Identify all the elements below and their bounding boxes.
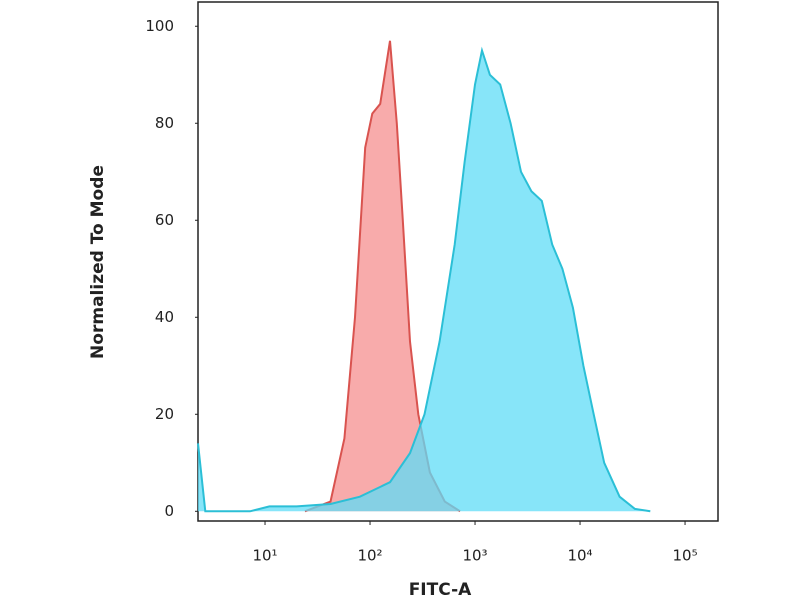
x-tick-label: 10⁵ xyxy=(672,547,697,565)
y-tick-label: 60 xyxy=(155,211,174,229)
y-tick-label: 80 xyxy=(155,114,174,132)
y-tick-label: 0 xyxy=(164,502,174,520)
area-fill xyxy=(198,50,651,512)
area-outline xyxy=(197,46,651,513)
x-axis-title: FITC-A xyxy=(409,580,472,600)
plot-frame xyxy=(197,1,719,522)
y-axis-title: Normalized To Mode xyxy=(88,165,108,359)
area-fill xyxy=(304,40,461,512)
y-tick-label: 100 xyxy=(145,17,174,35)
x-tick-label: 10¹ xyxy=(252,547,277,565)
x-tick-label: 10³ xyxy=(462,547,487,565)
y-tick-label: 20 xyxy=(155,405,174,423)
x-tick-label: 10² xyxy=(357,547,382,565)
x-tick-label: 10⁴ xyxy=(567,547,592,565)
y-tick-label: 40 xyxy=(155,308,174,326)
